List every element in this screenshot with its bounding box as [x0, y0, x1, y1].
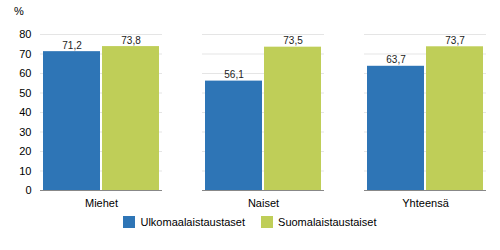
svg-text:40: 40 — [19, 106, 31, 118]
svg-text:60: 60 — [19, 67, 31, 79]
svg-text:20: 20 — [19, 145, 31, 157]
svg-text:56,1: 56,1 — [224, 69, 244, 80]
svg-text:Miehet: Miehet — [85, 197, 118, 209]
svg-text:73,7: 73,7 — [445, 35, 465, 46]
svg-text:50: 50 — [19, 87, 31, 99]
html-text:Suomalaistaustaiset: Suomalaistaustaiset — [278, 216, 377, 228]
svg-text:71,2: 71,2 — [62, 40, 82, 51]
svg-text:30: 30 — [19, 126, 31, 138]
svg-text:Naiset: Naiset — [248, 197, 279, 209]
svg-text:73,5: 73,5 — [283, 35, 303, 46]
svg-text:73,8: 73,8 — [121, 35, 141, 46]
svg-text:0: 0 — [25, 184, 31, 196]
html-text:Ulkomaalaistaustaset: Ulkomaalaistaustaset — [140, 216, 245, 228]
svg-text:70: 70 — [19, 48, 31, 60]
svg-text:Yhteensä: Yhteensä — [402, 197, 449, 209]
svg-text:63,7: 63,7 — [386, 54, 406, 65]
svg-text:10: 10 — [19, 165, 31, 177]
svg-text:80: 80 — [19, 28, 31, 40]
